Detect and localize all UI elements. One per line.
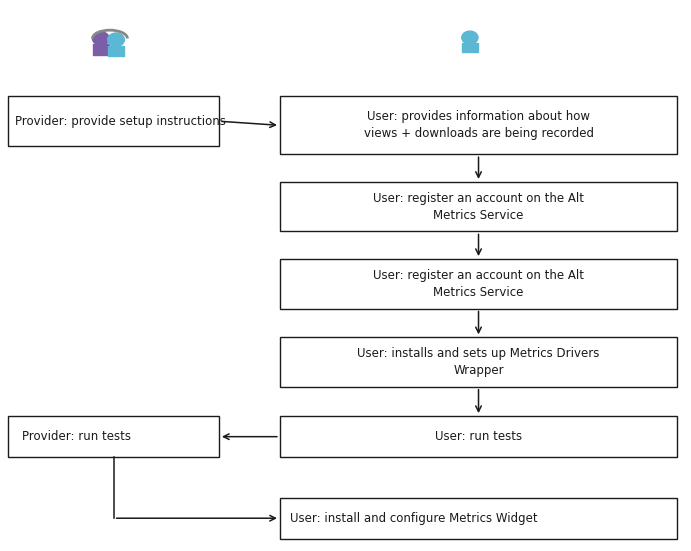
Text: User: installs and sets up Metrics Drivers
Wrapper: User: installs and sets up Metrics Drive… (357, 347, 600, 377)
Text: User: provides information about how
views + downloads are being recorded: User: provides information about how vie… (363, 110, 594, 141)
Bar (280, 416, 677, 457)
Text: User: install and configure Metrics Widget: User: install and configure Metrics Widg… (290, 512, 538, 525)
Bar (462, 43, 478, 52)
Circle shape (462, 31, 478, 44)
Text: User: register an account on the Alt
Metrics Service: User: register an account on the Alt Met… (373, 269, 584, 299)
Bar (8, 416, 219, 457)
Bar (8, 96, 219, 146)
Text: User: run tests: User: run tests (435, 430, 522, 443)
Circle shape (93, 32, 109, 45)
Bar (108, 46, 124, 56)
Bar (280, 498, 677, 539)
Bar (93, 45, 108, 55)
Bar (280, 182, 677, 231)
Circle shape (108, 33, 124, 46)
Bar (280, 337, 677, 387)
Text: Provider: run tests: Provider: run tests (22, 430, 131, 443)
Text: User: register an account on the Alt
Metrics Service: User: register an account on the Alt Met… (373, 192, 584, 222)
Bar (280, 96, 677, 154)
Text: Provider: provide setup instructions: Provider: provide setup instructions (15, 115, 226, 128)
Bar (280, 259, 677, 309)
